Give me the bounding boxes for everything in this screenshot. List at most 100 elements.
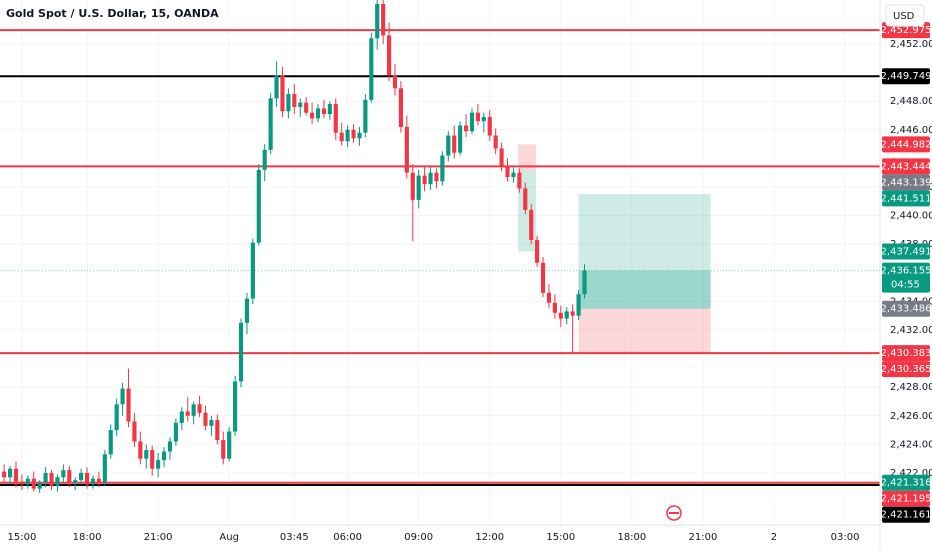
x-tick-label: 03:45	[280, 532, 309, 543]
candle-body	[173, 422, 178, 442]
candle-body	[540, 262, 546, 293]
y-tick-label: 2,452.000	[890, 39, 932, 50]
candle-body	[55, 477, 60, 486]
candle-body	[404, 126, 409, 173]
currency-button[interactable]	[885, 4, 925, 27]
candle-body	[114, 404, 119, 431]
price-label-box	[882, 345, 930, 362]
y-tick-label: 2,440.000	[890, 211, 932, 222]
candle-body	[523, 188, 528, 210]
candle-body	[280, 75, 285, 112]
chart-title: Gold Spot / U.S. Dollar, 15, OANDA	[6, 7, 219, 20]
event-icon[interactable]	[666, 505, 682, 521]
loss-zone	[578, 308, 711, 354]
candle-body	[61, 470, 66, 478]
candle-body	[463, 125, 469, 132]
candle-body	[558, 312, 563, 319]
candle-body	[209, 420, 214, 426]
price-label-box	[882, 158, 930, 175]
x-tick-label: 2	[771, 532, 777, 543]
candle-body	[333, 104, 338, 133]
candle-body	[452, 135, 457, 153]
candle-body	[120, 388, 125, 405]
price-label: 2,421.161	[881, 510, 932, 521]
candle-body	[327, 104, 332, 115]
candle-body	[434, 172, 439, 182]
candle-body	[458, 125, 463, 153]
y-tick-label: 2,428.000	[890, 382, 932, 393]
candle-body	[197, 404, 202, 413]
candle-body	[138, 441, 143, 459]
candle-body	[315, 108, 321, 119]
candle-body	[369, 38, 374, 100]
x-tick-label: 06:00	[333, 532, 362, 543]
y-tick-label: 2,426.000	[890, 411, 932, 422]
candle-body	[546, 292, 552, 303]
candle-body	[7, 468, 13, 478]
candle-body	[268, 98, 273, 150]
candle-body	[535, 239, 540, 263]
price-label: 2,443.139	[881, 177, 932, 188]
candle-body	[410, 172, 415, 200]
candle-body	[238, 322, 244, 382]
price-label: 2,430.383	[881, 348, 932, 359]
candle-body	[351, 129, 356, 139]
candle-body	[446, 135, 451, 156]
candle-body	[43, 472, 48, 483]
price-label: 2,437.491	[881, 246, 932, 257]
axes: 2,422.000 2,424.000 2,426.000 2,428.000 2,43…	[7, 22, 932, 543]
candle-body	[339, 132, 344, 142]
y-tick-label: 2,448.000	[890, 96, 932, 107]
candle-body	[19, 481, 24, 485]
price-label-box	[882, 174, 930, 191]
price-label: 2,430.365	[881, 364, 932, 375]
candle-body	[321, 108, 327, 115]
candle-body	[215, 420, 220, 441]
price-label: 2,452.975	[881, 25, 932, 36]
price-label-box	[882, 490, 930, 507]
candle-body	[150, 450, 155, 469]
candle-body	[564, 311, 569, 319]
candle-body	[132, 421, 137, 442]
candle-body	[517, 172, 522, 189]
currency[interactable]: USD	[893, 11, 915, 22]
candle-body	[381, 4, 386, 36]
price-label-box	[882, 68, 930, 85]
x-tick-label: 15:00	[546, 532, 575, 543]
price-label-box	[882, 262, 930, 293]
candle-body	[262, 149, 267, 170]
candle-body	[428, 172, 433, 185]
candle-body	[221, 440, 226, 459]
x-tick-label: 15:00	[7, 532, 36, 543]
candle-body	[487, 116, 492, 136]
price-label: 2,444.982	[881, 139, 932, 150]
candle-body	[73, 480, 78, 483]
price-label: 2,441.511	[881, 193, 932, 204]
candle-body	[156, 460, 161, 469]
candle-body	[576, 294, 581, 316]
x-tick-label: 18:00	[73, 532, 102, 543]
candle-body	[25, 478, 30, 485]
candle-body	[345, 129, 350, 142]
candle-body	[511, 172, 516, 178]
candle-body	[363, 99, 368, 133]
x-tick-label: 21:00	[689, 532, 718, 543]
price-label: 2,421.195	[881, 494, 932, 505]
candle-body	[161, 451, 167, 461]
price-label: 2,433.486	[881, 304, 932, 315]
x-tick-label: 21:00	[144, 532, 173, 543]
candle-body	[298, 102, 303, 107]
price-label-box	[882, 506, 930, 523]
x-tick-label: 09:00	[404, 532, 433, 543]
price-label-box	[882, 136, 930, 153]
candle-body	[126, 388, 131, 422]
candle-body	[505, 165, 510, 178]
open-pnl-zone	[578, 270, 711, 309]
x-tick-label: 18:00	[617, 532, 646, 543]
price-label: 2,421.316	[881, 478, 932, 489]
candle-body	[233, 381, 238, 432]
candle-body	[440, 155, 445, 182]
candle-body	[304, 102, 309, 113]
